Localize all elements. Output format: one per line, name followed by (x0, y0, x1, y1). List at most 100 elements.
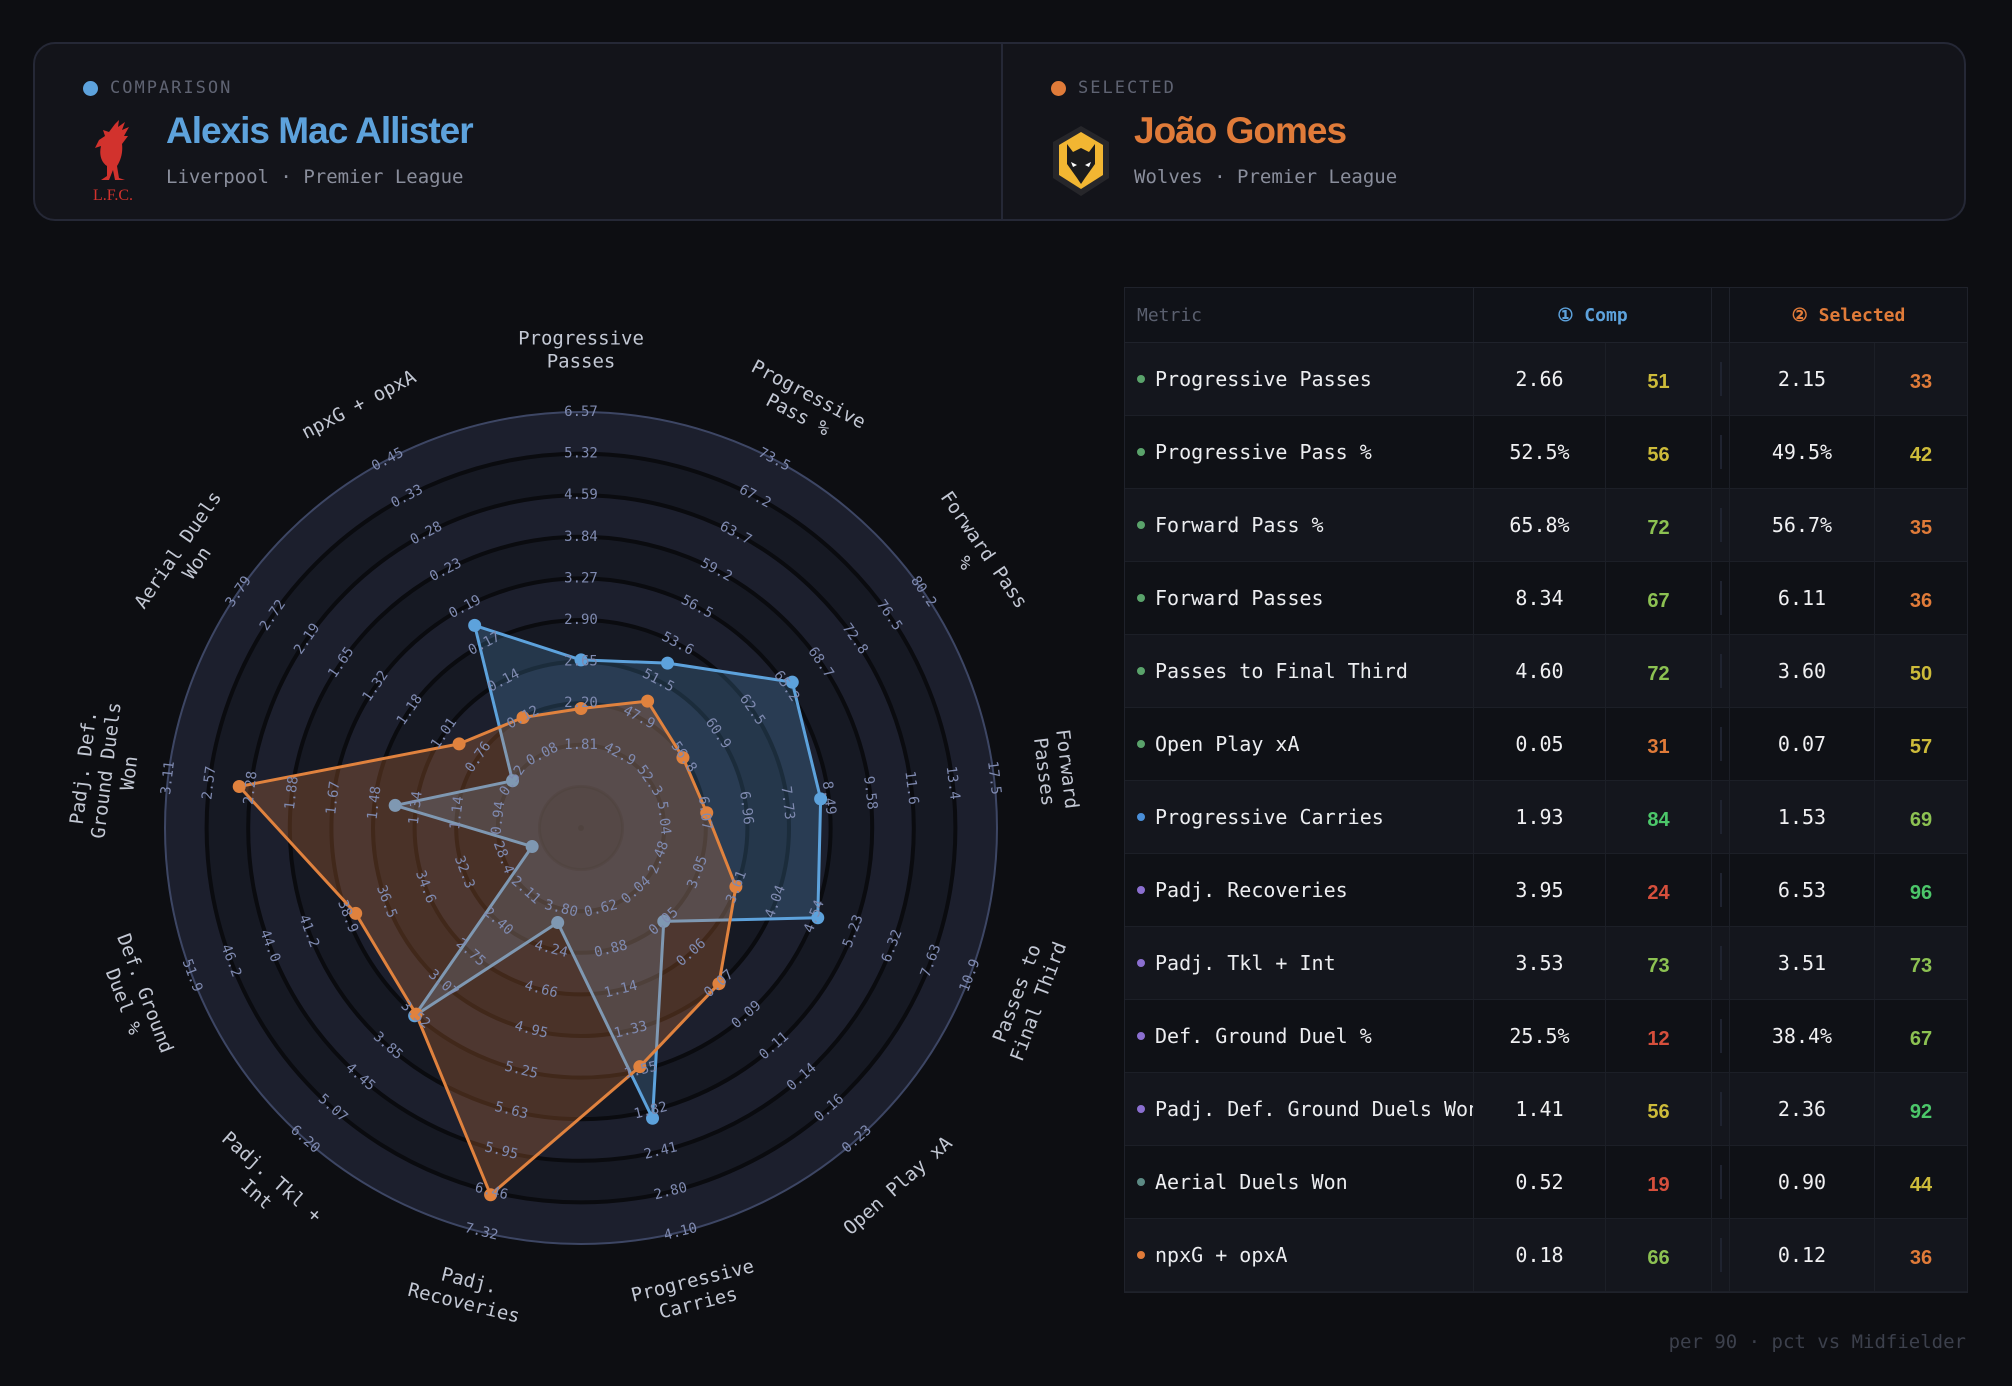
column-separator (1711, 1073, 1729, 1146)
comparison-data-point (657, 914, 671, 928)
radar-tick-label: 5.25 (503, 1059, 540, 1083)
column-separator (1711, 343, 1729, 416)
selected-value: 0.07 (1729, 708, 1874, 781)
metric-cell: Progressive Passes (1125, 343, 1473, 416)
selected-percentile: 67 (1874, 1000, 1967, 1073)
selected-polygon (237, 699, 738, 1197)
category-dot-icon (1137, 594, 1145, 602)
radar-axis-label-line: % (953, 552, 978, 574)
column-separator (1711, 781, 1729, 854)
separator: · (280, 166, 292, 188)
metric-cell: Forward Pass % (1125, 489, 1473, 562)
column-separator (1711, 416, 1729, 489)
radar-inner-ring (537, 784, 625, 872)
selected-value: 49.5% (1729, 416, 1874, 489)
radar-tick-label: 1.48 (365, 785, 385, 820)
metric-cell: Progressive Pass % (1125, 416, 1473, 489)
radar-axis-label: Passes toFinal Third (985, 931, 1072, 1065)
selected-percentile: 36 (1874, 562, 1967, 635)
radar-tick-label: 1.33 (612, 1018, 649, 1042)
comp-value: 4.60 (1473, 635, 1605, 708)
radar-ring (287, 534, 875, 1122)
radar-tick-label: 4.95 (513, 1018, 550, 1042)
selected-value: 3.51 (1729, 927, 1874, 1000)
selected-percentile: 42 (1874, 416, 1967, 489)
selected-role: SELECTED (1051, 78, 1176, 98)
crest-lettering: L.F.C. (93, 187, 133, 204)
category-dot-icon (1137, 667, 1145, 675)
column-separator (1711, 854, 1729, 927)
radar-band (539, 786, 623, 870)
comparison-data-point (646, 1111, 660, 1125)
radar-tick-label: 13.4 (943, 765, 963, 800)
radar-tick-label: 9.58 (860, 775, 880, 810)
radar-axis-label: ProgressiveCarries (629, 1255, 762, 1329)
selected-player-name[interactable]: João Gomes (1134, 110, 1347, 151)
metric-cell: Progressive Carries (1125, 781, 1473, 854)
radar-tick-label: 6.07 (695, 795, 715, 830)
comparison-data-point (525, 840, 539, 854)
selected-percentile: 50 (1874, 635, 1967, 708)
selected-value: 2.15 (1729, 343, 1874, 416)
radar-axis-label-line: Progressive (518, 328, 644, 350)
radar-axis-label: Forward Pass% (917, 487, 1032, 626)
radar-tick-label: 4.66 (523, 978, 560, 1002)
comp-value: 1.93 (1473, 781, 1605, 854)
comp-value: 8.34 (1473, 562, 1605, 635)
category-dot-icon (1137, 375, 1145, 383)
selected-data-point (516, 710, 530, 724)
selected-data-point (700, 806, 714, 820)
radar-chart: 1.812.202.652.903.273.844.595.326.5742.9… (66, 328, 1083, 1329)
metric-cell: Aerial Duels Won (1125, 1146, 1473, 1219)
radar-tick-label: 6.57 (564, 404, 598, 420)
selected-data-point (641, 694, 655, 708)
category-dot-icon (1137, 740, 1145, 748)
radar-ring (246, 493, 916, 1163)
comparison-data-point (811, 911, 825, 925)
radar-tick-label: 1.34 (406, 790, 426, 825)
radar-tick-label: 5.32 (564, 446, 598, 462)
selected-value: 2.36 (1729, 1073, 1874, 1146)
category-dot-icon (1137, 1032, 1145, 1040)
metric-name: Open Play xA (1155, 732, 1300, 756)
radar-ring (329, 576, 833, 1080)
radar-axis-label-line: Won (116, 755, 142, 792)
radar-tick-label: 1.88 (282, 775, 302, 810)
selected-value: 1.53 (1729, 781, 1874, 854)
column-separator (1711, 1219, 1729, 1292)
column-separator (1711, 1000, 1729, 1073)
metric-cell: Open Play xA (1125, 708, 1473, 781)
comparison-player-name[interactable]: Alexis Mac Allister (166, 110, 474, 151)
metric-name: Padj. Recoveries (1155, 878, 1348, 902)
metric-cell: Passes to Final Third (1125, 635, 1473, 708)
selected-data-point (452, 737, 466, 751)
header-selected: ② Selected (1729, 288, 1967, 343)
radar-tick-label: 1.55 (622, 1059, 659, 1083)
metric-name: Padj. Def. Ground Duels Won (1155, 1097, 1481, 1121)
header-comp: ① Comp (1473, 288, 1711, 343)
selected-value: 0.90 (1729, 1146, 1874, 1219)
comp-value: 52.5% (1473, 416, 1605, 489)
column-separator (1711, 562, 1729, 635)
radar-axis-label-line: Passes (547, 351, 616, 373)
radar-tick-label: 0.62 (583, 897, 620, 921)
comparison-polygon (393, 623, 823, 1120)
column-separator (1711, 635, 1729, 708)
selected-value: 3.60 (1729, 635, 1874, 708)
comp-percentile: 56 (1605, 416, 1711, 489)
radar-axis-label: Padj.Recoveries (406, 1257, 528, 1328)
metric-cell: Padj. Tkl + Int (1125, 927, 1473, 1000)
metric-name: Progressive Pass % (1155, 440, 1372, 464)
selected-value: 56.7% (1729, 489, 1874, 562)
comparison-team: Liverpool (166, 166, 269, 188)
header-metric: Metric (1125, 288, 1473, 343)
radar-tick-label: 4.24 (533, 937, 570, 961)
selected-player-club: Wolves · Premier League (1134, 166, 1397, 188)
category-dot-icon (1137, 448, 1145, 456)
radar-tick-label: 1.67 (323, 780, 343, 815)
radar-tick-label: 2.80 (652, 1180, 689, 1204)
comparison-data-point (468, 618, 482, 632)
selected-value: 6.11 (1729, 562, 1874, 635)
selected-data-point (712, 977, 726, 991)
footer-note: per 90 · pct vs Midfielder (1668, 1331, 1966, 1353)
